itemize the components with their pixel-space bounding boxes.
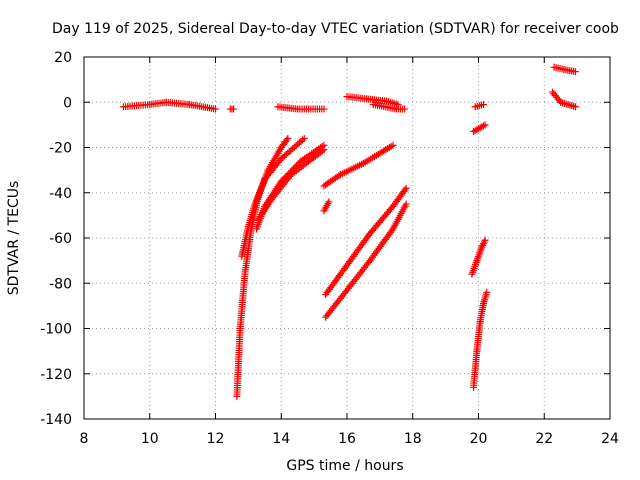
y-axis-label: SDTVAR / TECUs xyxy=(6,181,22,296)
y-tick-label: -60 xyxy=(49,231,72,247)
series-arc-6 xyxy=(471,101,487,111)
y-tick-label: -100 xyxy=(40,322,72,338)
data-point xyxy=(571,103,579,111)
data-point xyxy=(284,134,292,142)
series-arc-1 xyxy=(119,98,219,113)
data-point xyxy=(479,101,487,109)
y-tick-label: -40 xyxy=(49,186,72,202)
series-arc-14 xyxy=(320,198,333,215)
series-arc-18 xyxy=(468,236,489,278)
data-point xyxy=(389,141,397,149)
y-tick-label: -80 xyxy=(49,276,72,292)
data-point xyxy=(318,147,326,155)
x-tick-label: 14 xyxy=(272,431,290,447)
data-point xyxy=(479,241,487,249)
series-arc-7 xyxy=(470,121,489,136)
data-point xyxy=(479,240,487,248)
data-point xyxy=(230,105,238,113)
data-point xyxy=(320,146,328,154)
series-arc-5 xyxy=(369,101,409,113)
data-point xyxy=(483,288,491,296)
y-tick-label: 20 xyxy=(54,50,72,66)
series-arc-17 xyxy=(322,200,410,321)
data-point xyxy=(335,172,343,180)
data-point xyxy=(481,236,489,244)
series-arc-3 xyxy=(274,103,328,113)
data-point xyxy=(320,105,328,113)
tick-layer: 8 10 12 14 16 18 20 22 24 20 0 -20 -40 -60 -80 -100 -120… xyxy=(40,50,619,447)
data-point xyxy=(402,200,410,208)
data-point xyxy=(571,68,579,76)
series-arc-4 xyxy=(343,93,402,109)
series-arc-11 xyxy=(238,134,308,260)
x-tick-label: 12 xyxy=(207,431,225,447)
data-point xyxy=(401,105,409,113)
data-point xyxy=(480,238,488,246)
x-tick-label: 10 xyxy=(141,431,159,447)
chart-title: Day 119 of 2025, Sidereal Day-to-day VTE… xyxy=(52,21,619,37)
data-point xyxy=(283,136,291,144)
x-tick-label: 8 xyxy=(80,431,89,447)
x-tick-label: 18 xyxy=(404,431,422,447)
series-arc-2 xyxy=(226,105,238,113)
series-arc-19 xyxy=(470,288,491,391)
data-point xyxy=(401,186,409,194)
x-tick-label: 20 xyxy=(470,431,488,447)
y-tick-label: -120 xyxy=(40,367,72,383)
data-point xyxy=(325,198,333,206)
grid-layer xyxy=(84,57,610,419)
y-tick-label: -140 xyxy=(40,412,72,428)
mark-layer xyxy=(119,63,579,400)
data-point xyxy=(481,121,489,129)
y-tick-label: 0 xyxy=(63,95,72,111)
series-arc-10 xyxy=(233,134,292,400)
series-arc-13 xyxy=(254,146,328,224)
data-point xyxy=(300,134,308,142)
x-tick-label: 24 xyxy=(601,431,619,447)
y-tick-label: -20 xyxy=(49,141,72,157)
data-point xyxy=(299,136,307,144)
data-point xyxy=(479,122,487,130)
data-point xyxy=(286,172,294,180)
series-arc-9 xyxy=(548,88,579,111)
data-point xyxy=(402,184,410,192)
data-point xyxy=(212,105,219,113)
x-tick-label: 22 xyxy=(535,431,553,447)
data-point xyxy=(478,243,486,251)
x-axis-label: GPS time / hours xyxy=(286,458,403,474)
series-arc-8 xyxy=(550,63,579,76)
x-tick-label: 16 xyxy=(338,431,356,447)
series-arc-16 xyxy=(322,184,410,299)
series-arc-15 xyxy=(320,141,397,190)
data-point xyxy=(276,157,284,165)
